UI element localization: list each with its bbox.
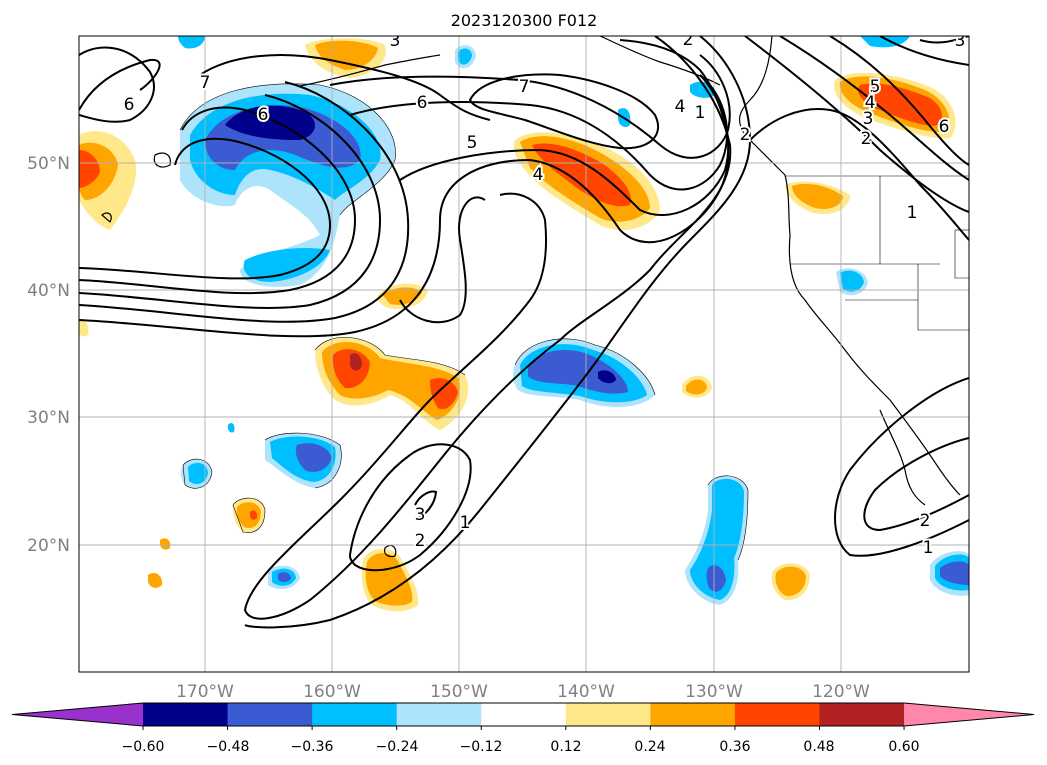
gridlines bbox=[79, 36, 969, 672]
contour-label: 3 bbox=[415, 505, 426, 525]
colorbar-tick-label: −0.48 bbox=[207, 739, 250, 755]
contour-label: 1 bbox=[460, 513, 471, 533]
colorbar-segment bbox=[143, 703, 229, 726]
contour-label: 2 bbox=[415, 531, 426, 551]
colorbar-extend-low bbox=[12, 703, 143, 726]
longitude-labels: 170°W 160°W 150°W 140°W 130°W 120°W bbox=[176, 682, 870, 702]
plot-area: 6 7 6 5 4 7 3 1 2 3 2 1 5 4 3 2 6 2 1 2 … bbox=[79, 30, 969, 672]
lon-label-160w: 160°W bbox=[303, 682, 361, 702]
contour-label: 2 bbox=[861, 129, 872, 149]
colorbar-segment bbox=[565, 703, 651, 726]
colorbar-extend-high bbox=[904, 703, 1034, 726]
contour-label: 7 bbox=[200, 73, 211, 93]
contour-label: 3 bbox=[390, 31, 401, 51]
colorbar-tick-label: −0.36 bbox=[291, 739, 334, 755]
colorbar-segment bbox=[819, 703, 905, 726]
colorbar-tick-label: −0.24 bbox=[376, 739, 419, 755]
north-america-coast bbox=[738, 36, 961, 496]
colorbar-segment bbox=[312, 703, 398, 726]
contour-label: 6 bbox=[417, 93, 428, 113]
contour-label: 6 bbox=[124, 95, 135, 115]
colorbar-segment bbox=[396, 703, 482, 726]
contour-label: 3 bbox=[955, 31, 966, 51]
colorbar-segment bbox=[650, 703, 736, 726]
contour-label: 2 bbox=[920, 511, 931, 531]
colorbar-tick-label: 0.24 bbox=[634, 739, 665, 755]
contour-label: 6 bbox=[258, 105, 269, 125]
map-title: 2023120300 F012 bbox=[451, 11, 598, 30]
contour-label: 4 bbox=[533, 165, 544, 185]
colorbar-tick-label: 0.48 bbox=[803, 739, 834, 755]
contour-label: 3 bbox=[863, 109, 874, 129]
political-borders bbox=[785, 175, 969, 331]
lon-label-120w: 120°W bbox=[812, 682, 870, 702]
contour-label: 7 bbox=[519, 77, 530, 97]
contour-label: 1 bbox=[923, 538, 934, 558]
lon-label-170w: 170°W bbox=[176, 682, 234, 702]
lon-label-130w: 130°W bbox=[685, 682, 743, 702]
contour-label: 4 bbox=[675, 97, 686, 117]
colorbar-tick-label: 0.36 bbox=[719, 739, 750, 755]
lat-label-40: 40°N bbox=[27, 281, 70, 301]
colorbar-tick-labels: −0.60 −0.48 −0.36 −0.24 −0.12 0.12 0.24 … bbox=[122, 739, 920, 755]
colorbar-segment bbox=[481, 703, 567, 726]
lon-label-140w: 140°W bbox=[557, 682, 615, 702]
contour-label: 2 bbox=[740, 125, 751, 145]
contour-label: 1 bbox=[907, 203, 918, 223]
lon-label-150w: 150°W bbox=[430, 682, 488, 702]
contour-label: 5 bbox=[870, 77, 881, 97]
lat-label-30: 30°N bbox=[27, 408, 70, 428]
contour-lines bbox=[79, 36, 969, 629]
contour-label: 4 bbox=[865, 93, 876, 113]
map-frame bbox=[78, 35, 970, 673]
colorbar-tick-label: −0.60 bbox=[122, 739, 165, 755]
contour-label: 2 bbox=[683, 30, 694, 50]
contour-label: 1 bbox=[695, 103, 706, 123]
colorbar-tick-label: 0.60 bbox=[888, 739, 919, 755]
contour-label: 5 bbox=[467, 133, 478, 153]
lat-label-20: 20°N bbox=[27, 536, 70, 556]
colorbar bbox=[11, 702, 1035, 730]
contour-labels: 6 7 6 5 4 7 3 1 2 3 2 1 5 4 3 2 6 2 1 2 … bbox=[122, 30, 968, 560]
colorbar-tick-label: 0.12 bbox=[550, 739, 581, 755]
filled-anomalies bbox=[79, 36, 969, 612]
colorbar-tick-label: −0.12 bbox=[460, 739, 503, 755]
latitude-labels: 50°N 40°N 30°N 20°N bbox=[27, 154, 70, 556]
colorbar-segment bbox=[227, 703, 313, 726]
colorbar-segment bbox=[734, 703, 820, 726]
lat-label-50: 50°N bbox=[27, 154, 70, 174]
contour-label: 6 bbox=[939, 117, 950, 137]
